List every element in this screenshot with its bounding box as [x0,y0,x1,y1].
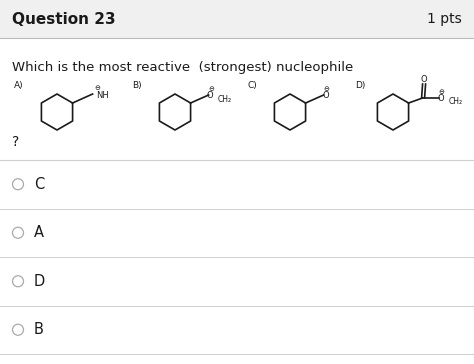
Text: O: O [438,94,444,103]
Text: 1 pts: 1 pts [427,12,462,26]
Text: ⊖: ⊖ [438,89,445,95]
Text: D): D) [355,81,365,90]
Text: C: C [34,177,44,192]
Text: B: B [34,322,44,337]
Text: B): B) [132,81,142,90]
Bar [0,0,474,38]
Text: C): C) [248,81,258,90]
Text: D: D [34,274,45,289]
Text: NH: NH [97,91,109,99]
Text: Question 23: Question 23 [12,12,116,27]
Text: A: A [34,225,44,240]
Text: ?: ? [12,135,19,149]
Text: CH₂: CH₂ [448,98,463,107]
Text: O: O [420,75,427,83]
Text: ⊖: ⊖ [95,85,100,91]
Text: CH₂: CH₂ [218,95,232,103]
Text: ⊖: ⊖ [324,86,329,92]
Text: Which is the most reactive  (strongest) nucleophile: Which is the most reactive (strongest) n… [12,62,353,75]
Text: O: O [206,91,213,100]
Text: O: O [322,91,329,100]
Text: ⊖: ⊖ [209,86,215,92]
Text: A): A) [14,81,24,90]
